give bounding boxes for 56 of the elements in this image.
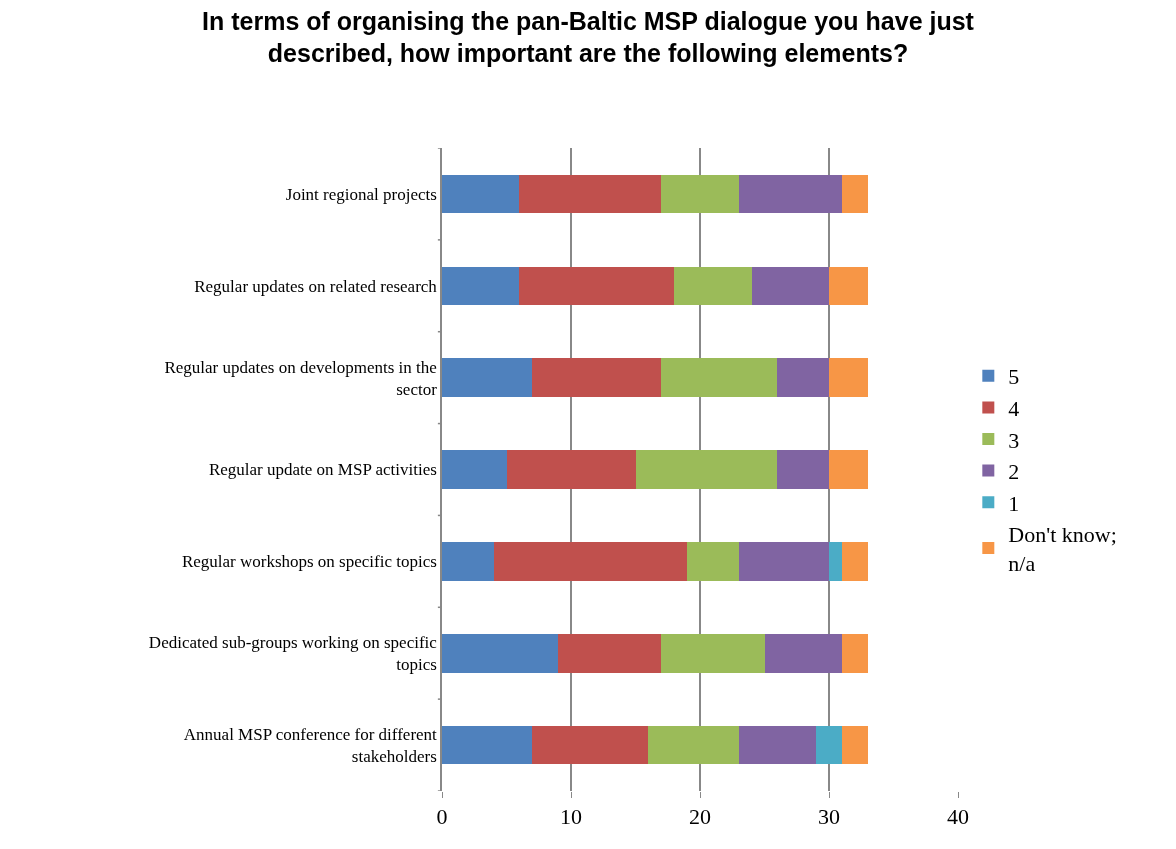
legend-label: Don't know; n/a [1008,522,1117,576]
bar [532,358,662,397]
bar [442,358,533,397]
bar [687,542,739,581]
x-tick-label: 10 [560,804,582,830]
x-tick-label: 20 [689,804,711,830]
bar [829,358,868,397]
legend-label: 2 [1008,459,1020,485]
bar [661,358,778,397]
bar [764,633,842,673]
bar [493,542,688,581]
bar [506,450,636,489]
bar [442,542,494,581]
y-tick-label: Regular update on MSP activities [208,460,437,480]
bar [738,542,829,581]
bar [738,174,842,214]
bar [738,725,817,765]
bar [674,266,752,306]
bar [829,542,842,581]
bar [558,633,662,673]
bar [661,633,765,673]
bar [841,542,868,581]
bar [777,358,829,397]
bar [442,725,533,765]
y-tick-label: Joint regional projects [285,184,437,204]
y-tick-label: Regular updates on developments in the sector [164,357,438,399]
bar [841,725,868,765]
legend-label: 3 [1008,427,1020,453]
y-tick-label: Regular workshops on specific topics [181,552,437,572]
legend-label: 1 [1008,490,1020,516]
y-tick-label: Regular updates on related research [194,276,438,296]
legend-label: 4 [1008,395,1020,421]
bar [829,266,868,306]
bar [648,725,739,765]
bar [519,174,662,214]
bar [829,450,868,489]
bar [442,266,520,306]
y-tick-label: Annual MSP conference for different stakeholders [183,724,438,767]
bar [442,633,559,673]
bar [751,266,829,306]
bar [635,450,778,489]
bar [841,633,868,673]
legend-label: 5 [1008,364,1020,390]
x-tick-label: 40 [947,804,969,830]
bar [519,266,675,306]
bar [816,725,842,765]
bar [442,174,520,214]
bar [661,174,739,214]
x-tick-label: 30 [818,804,840,830]
bar [532,725,649,765]
chart-title: In terms of organising the pan-Baltic MSP dialogue you have just described, how important are the following elements? [202,6,975,68]
x-tick-label: 0 [436,804,448,830]
bar [442,450,507,489]
bar [841,174,868,214]
bar [777,450,829,489]
y-tick-label: Dedicated sub-groups working on specific topics [148,633,438,675]
